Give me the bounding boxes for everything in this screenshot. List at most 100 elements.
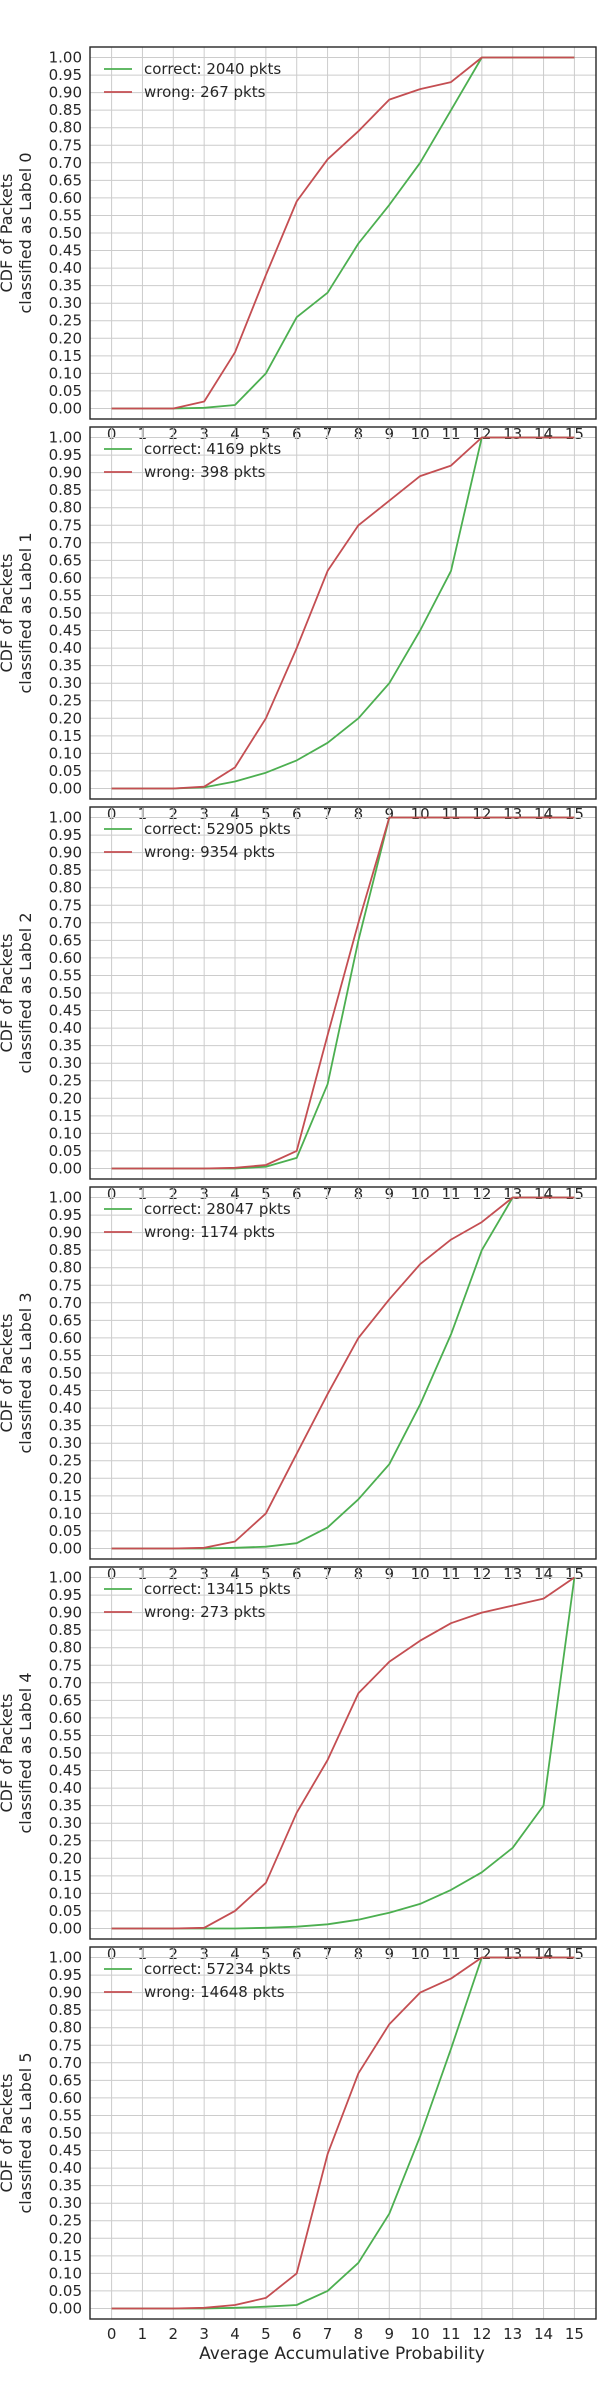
y-tick-label: 0.90 <box>49 84 82 102</box>
y-tick-label: 0.75 <box>49 896 82 914</box>
y-axis-label-prefix: CDF of Packets <box>0 934 16 1053</box>
x-tick-label: 12 <box>472 2325 491 2343</box>
legend: correct: 57234 pkts wrong: 14648 pkts <box>104 1960 291 2001</box>
y-axis-label-prefix: CDF of Packets <box>0 1314 16 1433</box>
legend-entry-correct: correct: 4169 pkts <box>144 440 281 458</box>
y-tick-label: 0.65 <box>49 2071 82 2089</box>
legend-entry-wrong: wrong: 9354 pkts <box>144 843 275 861</box>
legend-entry-correct: correct: 2040 pkts <box>144 60 281 78</box>
y-tick-label: 0.30 <box>49 1054 82 1072</box>
y-tick-label: 0.05 <box>49 1902 82 1920</box>
y-tick-label: 1.00 <box>49 1189 82 1207</box>
y-tick-label: 0.40 <box>49 1399 82 1417</box>
y-tick-label: 0.65 <box>49 551 82 569</box>
y-tick-label: 0.15 <box>49 2247 82 2265</box>
y-tick-label: 0.15 <box>49 347 82 365</box>
y-tick-label: 0.80 <box>49 879 82 897</box>
y-tick-label: 0.00 <box>49 399 82 417</box>
y-tick-label: 0.40 <box>49 1779 82 1797</box>
x-tick-label: 8 <box>354 2325 364 2343</box>
y-tick-label: 0.40 <box>49 1019 82 1037</box>
y-axis-label: classified as Label 0 <box>16 153 35 314</box>
y-tick-label: 0.50 <box>49 984 82 1002</box>
y-axis-label-prefix: CDF of Packets <box>0 2074 16 2193</box>
y-tick-label: 0.45 <box>49 242 82 260</box>
y-tick-label: 0.70 <box>49 1674 82 1692</box>
y-tick-label: 0.25 <box>49 2212 82 2230</box>
y-tick-label: 0.10 <box>49 744 82 762</box>
y-tick-label: 0.95 <box>49 1966 82 1984</box>
y-tick-label: 0.75 <box>49 136 82 154</box>
y-tick-label: 0.85 <box>49 101 82 119</box>
legend: correct: 4169 pkts wrong: 398 pkts <box>104 440 281 481</box>
y-tick-label: 0.50 <box>49 1744 82 1762</box>
y-tick-label: 0.75 <box>49 516 82 534</box>
y-tick-label: 0.55 <box>49 966 82 984</box>
y-tick-label: 0.10 <box>49 1124 82 1142</box>
x-tick-label: 1 <box>138 2325 148 2343</box>
y-tick-label: 0.85 <box>49 861 82 879</box>
x-axis-label: Average Accumulative Probability <box>199 2344 485 2364</box>
legend-entry-wrong: wrong: 1174 pkts <box>144 1223 275 1241</box>
series-line-wrong <box>111 816 575 1170</box>
y-tick-label: 0.05 <box>49 1522 82 1540</box>
x-tick-label: 11 <box>441 2325 460 2343</box>
x-tick-label: 5 <box>261 2325 271 2343</box>
y-tick-label: 0.35 <box>49 1797 82 1815</box>
chart-panel-4: 0 1 2 3 4 5 6 7 8 9 10 11 12 13 14 150.000.050.100.150.… <box>0 1566 597 1963</box>
y-axis-label: classified as Label 2 <box>16 913 35 1074</box>
y-tick-label: 1.00 <box>49 1569 82 1587</box>
y-tick-label: 0.60 <box>49 1329 82 1347</box>
y-tick-label: 0.25 <box>49 1452 82 1470</box>
plot-frame <box>89 1186 597 1560</box>
y-tick-label: 0.20 <box>49 709 82 727</box>
y-tick-label: 0.05 <box>49 762 82 780</box>
x-tick-label: 13 <box>503 2325 522 2343</box>
y-tick-label: 0.85 <box>49 1241 82 1259</box>
x-tick-label: 7 <box>323 2325 333 2343</box>
legend: correct: 2040 pkts wrong: 267 pkts <box>104 60 281 101</box>
y-tick-label: 0.70 <box>49 1294 82 1312</box>
y-tick-label: 0.35 <box>49 2177 82 2195</box>
y-tick-label: 0.80 <box>49 119 82 137</box>
y-tick-label: 0.15 <box>49 727 82 745</box>
y-tick-label: 0.80 <box>49 499 82 517</box>
y-axis-label-prefix: CDF of Packets <box>0 174 16 293</box>
y-tick-label: 0.95 <box>49 826 82 844</box>
plot-frame <box>89 46 597 420</box>
y-tick-label: 0.90 <box>49 1984 82 2002</box>
y-tick-label: 0.45 <box>49 1382 82 1400</box>
y-tick-label: 0.90 <box>49 464 82 482</box>
y-tick-label: 0.35 <box>49 1417 82 1435</box>
y-axis-label: classified as Label 3 <box>16 1293 35 1454</box>
y-tick-label: 0.90 <box>49 1604 82 1622</box>
y-axis-label: classified as Label 1 <box>16 533 35 694</box>
y-tick-label: 0.70 <box>49 2054 82 2072</box>
y-tick-label: 0.20 <box>49 329 82 347</box>
chart-panel-3: 0 1 2 3 4 5 6 7 8 9 10 11 12 13 14 150.000.050.100.150.… <box>0 1186 597 1583</box>
y-tick-label: 0.15 <box>49 1487 82 1505</box>
legend-entry-correct: correct: 28047 pkts <box>144 1200 291 1218</box>
y-tick-label: 0.40 <box>49 639 82 657</box>
legend-entry-wrong: wrong: 398 pkts <box>144 463 266 481</box>
y-tick-label: 0.60 <box>49 1709 82 1727</box>
y-tick-label: 0.25 <box>49 1072 82 1090</box>
y-tick-label: 0.60 <box>49 2089 82 2107</box>
chart-panel-2: 0 1 2 3 4 5 6 7 8 9 10 11 12 13 14 150.000.050.100.150.… <box>0 806 597 1203</box>
y-tick-label: 0.70 <box>49 154 82 172</box>
y-tick-label: 0.65 <box>49 931 82 949</box>
chart-panel-0: 0 1 2 3 4 5 6 7 8 9 10 11 12 13 14 150.000.050.100.150.… <box>0 46 597 443</box>
y-tick-label: 0.60 <box>49 949 82 967</box>
y-tick-label: 0.50 <box>49 224 82 242</box>
y-tick-label: 0.55 <box>49 586 82 604</box>
y-tick-label: 0.65 <box>49 1311 82 1329</box>
y-tick-label: 0.00 <box>49 779 82 797</box>
y-tick-label: 0.95 <box>49 66 82 84</box>
y-tick-label: 0.90 <box>49 1224 82 1242</box>
series-line-wrong <box>111 1956 575 2310</box>
x-tick-label: 3 <box>199 2325 209 2343</box>
chart-panel-1: 0 1 2 3 4 5 6 7 8 9 10 11 12 13 14 150.000.050.100.150.… <box>0 426 597 823</box>
y-tick-label: 0.80 <box>49 2019 82 2037</box>
y-tick-label: 0.15 <box>49 1107 82 1125</box>
